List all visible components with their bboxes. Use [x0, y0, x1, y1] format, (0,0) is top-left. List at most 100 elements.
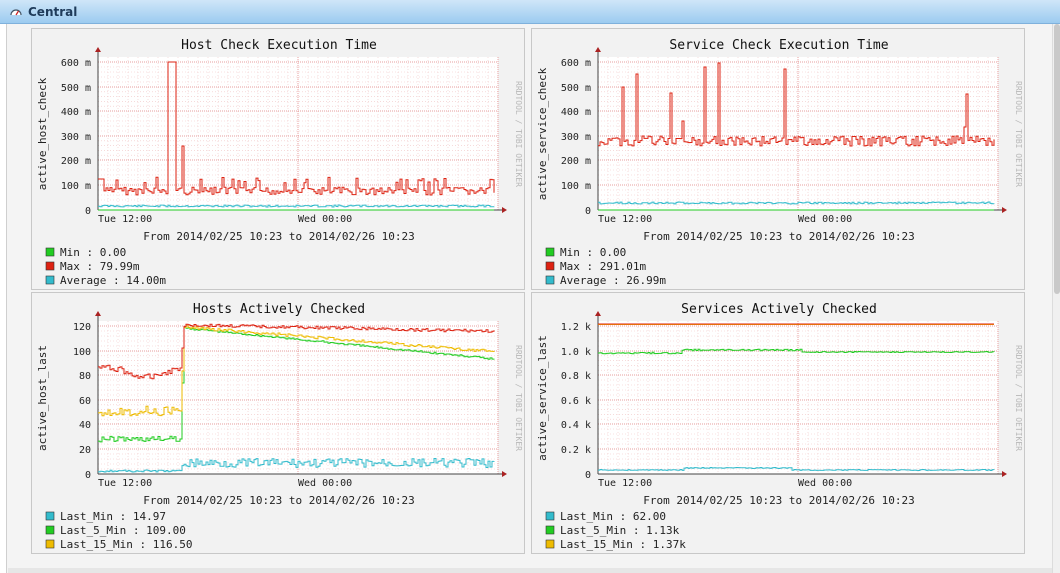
y-tick-label: 500 m: [61, 83, 91, 94]
dashboard-content: 600 m 500 m 400 m 300 m 200 m 100 m 0 Tue 12:00…: [6, 24, 1059, 573]
last-hour-series-line: [98, 323, 495, 380]
y-tick-label: 0: [85, 206, 91, 217]
y-axis-arrow: [95, 47, 101, 52]
y-axis-label: active_host_check: [36, 77, 49, 190]
legend-entry: Min : 0.00: [560, 246, 626, 259]
service-check-time-graph: 600 m 500 m 400 m 300 m 200 m 100 m 0 Tue 12:00…: [536, 38, 1023, 287]
y-tick-label: 1.0 k: [561, 347, 591, 358]
y-tick-label: 400 m: [561, 107, 591, 118]
max-series-line: [598, 62, 995, 147]
legend-swatch: [545, 511, 555, 521]
window-titlebar: Central: [0, 0, 1060, 24]
y-tick-label: 0: [585, 470, 591, 481]
y-tick-label: 100: [73, 347, 91, 358]
x-tick-label: Tue 12:00: [598, 214, 652, 225]
x-axis-arrow: [502, 471, 507, 477]
rrdtool-watermark: RRDTOOL / TOBI OETIKER: [1014, 345, 1023, 451]
y-axis-arrow: [595, 311, 601, 316]
date-range-text: From 2014/02/25 10:23 to 2014/02/26 10:2…: [143, 230, 415, 243]
legend-swatch: [45, 261, 55, 271]
x-tick-label: Wed 00:00: [798, 478, 852, 489]
vertical-scrollbar[interactable]: [1052, 24, 1060, 573]
y-tick-label: 60: [79, 396, 91, 407]
legend-entry: Last_Hour : 1.37k: [560, 552, 673, 554]
max-series-line: [98, 61, 495, 196]
y-axis-label: active_service_check: [536, 67, 549, 200]
scrollbar-thumb[interactable]: [1054, 24, 1060, 294]
y-tick-label: 0: [585, 206, 591, 217]
service-check-time-panel: 600 m 500 m 400 m 300 m 200 m 100 m 0 Tue 12:00…: [531, 28, 1025, 290]
average-series-line: [598, 201, 995, 205]
last-min-series-line: [598, 467, 995, 471]
average-series-line: [98, 204, 495, 208]
window-title: Central: [28, 5, 78, 19]
y-tick-label: 0: [85, 470, 91, 481]
y-tick-label: 80: [79, 371, 91, 382]
host-check-time-graph: 600 m 500 m 400 m 300 m 200 m 100 m 0 Tue 12:00…: [36, 38, 523, 287]
last-min-series-line: [98, 458, 495, 473]
services-actively-checked-graph: 1.2 k 1.0 k 0.8 k 0.6 k 0.4 k 0.2 k 0 Tue 12:00…: [536, 302, 1023, 554]
x-axis-arrow: [502, 207, 507, 213]
rrdtool-watermark: RRDTOOL / TOBI OETIKER: [514, 81, 523, 187]
y-tick-label: 300 m: [561, 132, 591, 143]
date-range-text: From 2014/02/25 10:23 to 2014/02/26 10:2…: [643, 494, 915, 507]
date-range-text: From 2014/02/25 10:23 to 2014/02/26 10:2…: [143, 494, 415, 507]
y-tick-label: 0.8 k: [561, 371, 591, 382]
date-range-text: From 2014/02/25 10:23 to 2014/02/26 10:2…: [643, 230, 915, 243]
y-tick-label: 20: [79, 445, 91, 456]
y-tick-label: 400 m: [61, 107, 91, 118]
y-tick-label: 500 m: [561, 83, 591, 94]
legend-entry: Average : 26.99m: [560, 274, 666, 287]
dashboard-gauge-icon: [10, 9, 22, 16]
legend-entry: Last_5_Min : 109.00: [60, 524, 186, 537]
last-5-min-series-line: [98, 326, 495, 443]
y-tick-label: 0.6 k: [561, 396, 591, 407]
legend-entry: Last_Hour : 130.00: [60, 552, 179, 554]
legend-swatch: [45, 275, 55, 285]
hosts-actively-checked-graph: 120 100 80 60 40 20 0 Tue 12:00 Wed 00:00 Hosts A…: [36, 302, 523, 554]
last-5-min-series-line: [598, 348, 995, 355]
graph-title: Services Actively Checked: [681, 302, 877, 317]
last-15-min-series-line: [98, 325, 495, 417]
x-tick-label: Tue 12:00: [98, 214, 152, 225]
legend-entry: Max : 79.99m: [60, 260, 140, 273]
x-axis-arrow: [1002, 471, 1007, 477]
hosts-actively-checked-panel: 120 100 80 60 40 20 0 Tue 12:00 Wed 00:00 Hosts A…: [31, 292, 525, 554]
legend-entry: Last_15_Min : 1.37k: [560, 538, 686, 551]
y-tick-label: 300 m: [61, 132, 91, 143]
legend-swatch: [45, 539, 55, 549]
legend-entry: Last_Min : 62.00: [560, 510, 666, 523]
y-tick-label: 0.2 k: [561, 445, 591, 456]
y-axis-arrow: [595, 47, 601, 52]
legend-swatch: [545, 275, 555, 285]
services-actively-checked-panel: 1.2 k 1.0 k 0.8 k 0.6 k 0.4 k 0.2 k 0 Tue 12:00…: [531, 292, 1025, 554]
legend-swatch: [545, 525, 555, 535]
legend-swatch: [545, 247, 555, 257]
legend-entry: Last_5_Min : 1.13k: [560, 524, 680, 537]
rrdtool-watermark: RRDTOOL / TOBI OETIKER: [1014, 81, 1023, 187]
y-tick-label: 600 m: [61, 58, 91, 69]
x-tick-label: Tue 12:00: [98, 478, 152, 489]
next-row-edge: [8, 568, 1058, 573]
y-tick-label: 1.2 k: [561, 322, 591, 333]
y-axis-arrow: [95, 311, 101, 316]
legend-entry: Last_Min : 14.97: [60, 510, 166, 523]
y-tick-label: 120: [73, 322, 91, 333]
y-axis-label: active_host_last: [36, 345, 49, 451]
legend-swatch: [45, 247, 55, 257]
x-tick-label: Wed 00:00: [798, 214, 852, 225]
y-tick-label: 100 m: [61, 181, 91, 192]
legend-entry: Last_15_Min : 116.50: [60, 538, 192, 551]
legend-swatch: [45, 525, 55, 535]
rrdtool-watermark: RRDTOOL / TOBI OETIKER: [514, 345, 523, 451]
y-tick-label: 200 m: [561, 156, 591, 167]
legend-swatch: [545, 261, 555, 271]
host-check-time-panel: 600 m 500 m 400 m 300 m 200 m 100 m 0 Tue 12:00…: [31, 28, 525, 290]
legend-entry: Max : 291.01m: [560, 260, 646, 273]
x-tick-label: Wed 00:00: [298, 214, 352, 225]
y-tick-label: 0.4 k: [561, 420, 591, 431]
y-axis-label: active_service_last: [536, 335, 549, 461]
graph-title: Host Check Execution Time: [181, 38, 377, 53]
y-tick-label: 200 m: [61, 156, 91, 167]
y-tick-label: 40: [79, 420, 91, 431]
